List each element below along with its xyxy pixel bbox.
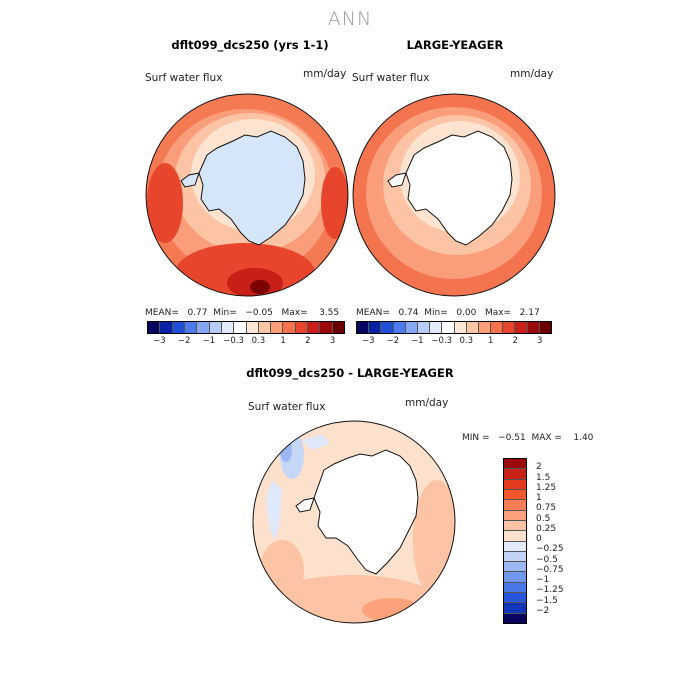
colorbar-panel-1: −3 −2 −1 −0.3 0.3 1 2 3 [147,321,345,348]
panel-2-stats: MEAN= 0.74 Min= 0.00 Max= 2.17 [356,308,540,318]
colorbar-swatch [504,572,526,583]
colorbar-diff [503,458,527,624]
colorbar-tick-label: −3 [361,336,375,346]
colorbar-tick-label: −1.25 [536,585,564,596]
colorbar-swatch [160,322,173,333]
colorbar-swatch [369,322,382,333]
colorbar-swatch [258,322,272,333]
colorbar-swatch [405,322,418,333]
figure-title: ANN [327,8,373,30]
colorbar-swatch [504,603,526,614]
colorbar-panel-2: −3 −2 −1 −0.3 0.3 1 2 3 [356,321,552,348]
colorbar-tick-label: 2 [512,336,518,346]
colorbar-tick-label: 1 [280,336,286,346]
colorbar-tick-label: 3 [537,336,543,346]
colorbar-swatch [504,489,526,501]
colorbar-swatch [466,322,479,333]
colorbar-swatch [478,322,492,333]
colorbar-swatch [308,322,321,333]
colorbar-tick-label: 1 [488,336,494,346]
colorbar-swatch [246,322,259,333]
colorbar-swatch [430,322,443,333]
panel-2-units: mm/day [510,68,554,80]
panel-1-units: mm/day [303,68,347,80]
colorbar-tick-label: −2 [536,605,550,616]
diff-panel-title: dflt099_dcs250 - LARGE-YEAGER [246,366,454,380]
colorbar-tick-label: −0.25 [536,544,564,555]
colorbar-swatch [504,541,526,552]
colorbar-swatch [197,322,210,333]
colorbar-swatch [454,322,467,333]
colorbar-tick-label: −0.5 [536,554,558,565]
colorbar-swatch [504,459,526,470]
panel-1-variable: Surf water flux [145,72,223,84]
colorbar-swatch [503,322,516,333]
colorbar-tick-label: 2 [536,462,542,473]
colorbar-swatch [504,479,526,490]
colorbar-tick-label: −1.5 [536,595,558,606]
colorbar-tick-label: −1 [202,336,216,346]
colorbar-swatch [504,562,526,573]
panel-2-map [352,93,556,297]
diff-panel-map [252,420,456,624]
colorbar-swatch [357,322,370,333]
colorbar-tick-label: −1 [410,336,424,346]
colorbar-swatch [295,322,309,333]
colorbar-tick-label: −0.3 [223,336,244,346]
colorbar-swatch [209,322,222,333]
colorbar-tick-label: −1 [536,575,550,585]
colorbar-swatch [504,593,526,604]
colorbar-swatch [442,322,455,333]
colorbar-swatch [504,613,526,623]
colorbar-tick-label: 1.25 [536,482,557,493]
colorbar-swatch [504,531,526,542]
colorbar-tick-label: 0.3 [459,336,474,346]
colorbar-tick-label: −0.75 [536,564,564,575]
colorbar-swatch [172,322,185,333]
colorbar-swatch [381,322,394,333]
colorbar-diff-ticks: 2 1.5 1.25 1 0.75 0.5 0.25 0 −0.25 −0.5 −0.75 −1 −1.… [530,458,590,622]
colorbar-tick-label: 0.5 [536,513,551,524]
colorbar-swatch [504,551,526,563]
panel-2-variable: Surf water flux [352,72,430,84]
colorbar-swatch [515,322,528,333]
colorbar-swatch [539,322,551,333]
colorbar-swatch [148,322,161,333]
diff-panel-stats: MIN = −0.51 MAX = 1.40 [462,433,594,443]
colorbar-tick-label: −2 [177,336,191,346]
colorbar-tick-label: −3 [153,336,166,346]
colorbar-swatch [184,322,198,333]
colorbar-tick-label: −2 [386,336,400,346]
panel-1-stats: MEAN= 0.77 Min= −0.05 Max= 3.55 [145,308,340,318]
colorbar-tick-label: −0.3 [431,336,453,346]
colorbar-swatch [504,469,526,480]
colorbar-swatch [283,322,296,333]
colorbar-tick-label: 2 [305,336,311,346]
colorbar-tick-label: 1.5 [536,472,551,483]
colorbar-swatch [504,520,526,532]
colorbar-swatch [320,322,333,333]
colorbar-swatch [504,500,526,511]
colorbar-tick-label: 0 [536,534,542,544]
colorbar-tick-label: 1 [536,493,542,503]
diff-panel-units: mm/day [405,397,449,409]
panel-1-map [145,93,349,297]
panel-2-title: LARGE-YEAGER [406,38,504,52]
colorbar-swatch [234,322,247,333]
colorbar-tick-label: 3 [329,336,336,346]
colorbar-swatch [504,582,526,594]
colorbar-swatch [393,322,406,333]
colorbar-swatch [271,322,284,333]
colorbar-swatch [527,322,540,333]
colorbar-swatch [491,322,504,333]
colorbar-tick-label: 0.3 [251,336,266,346]
colorbar-tick-label: 0.25 [536,523,557,534]
diff-panel-variable: Surf water flux [248,401,326,413]
colorbar-tick-label: 0.75 [536,503,557,514]
colorbar-swatch [417,322,431,333]
colorbar-swatch [332,322,344,333]
colorbar-swatch [221,322,235,333]
colorbar-swatch [504,510,526,521]
panel-1-title: dflt099_dcs250 (yrs 1-1) [171,38,329,52]
